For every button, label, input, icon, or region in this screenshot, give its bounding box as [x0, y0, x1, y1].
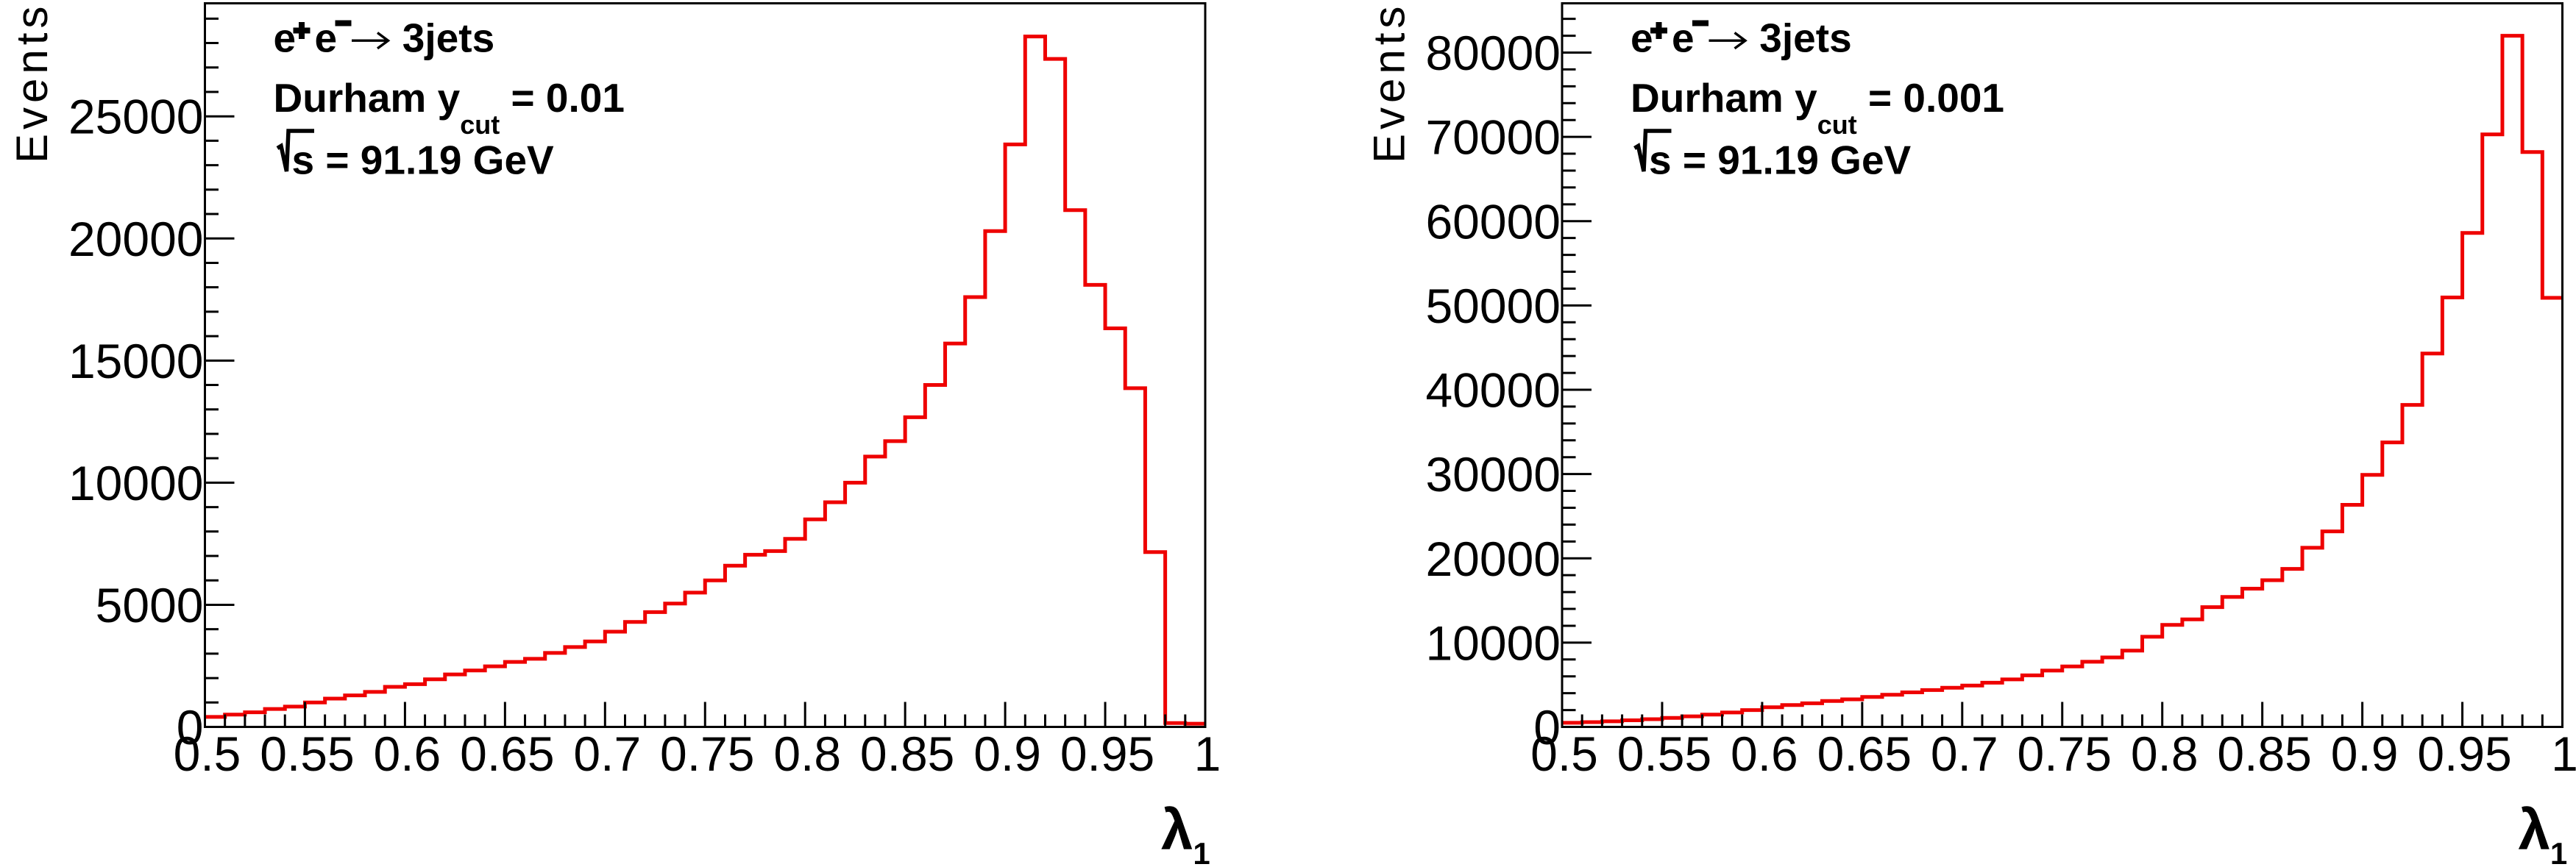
svg-text:30000: 30000: [1425, 447, 1561, 502]
svg-text:50000: 50000: [1425, 279, 1561, 333]
svg-text:e: e: [315, 15, 338, 61]
svg-text:0.65: 0.65: [460, 727, 554, 781]
svg-text:0.75: 0.75: [660, 727, 754, 781]
svg-text:e: e: [1631, 15, 1653, 61]
svg-text:s = 91.19 GeV: s = 91.19 GeV: [292, 138, 555, 183]
svg-text:3jets: 3jets: [1759, 15, 1851, 61]
svg-text:0.55: 0.55: [1617, 727, 1711, 781]
svg-text:e: e: [1672, 15, 1695, 61]
svg-text:0.5: 0.5: [1530, 727, 1598, 781]
svg-text:20000: 20000: [68, 212, 204, 266]
svg-text:0.7: 0.7: [1931, 727, 1998, 781]
svg-text:5000: 5000: [96, 578, 204, 632]
svg-text:0.9: 0.9: [2331, 727, 2399, 781]
svg-text:Events: Events: [1365, 2, 1414, 163]
svg-text:0: 0: [1533, 700, 1561, 754]
svg-text:0.6: 0.6: [1731, 727, 1798, 781]
svg-text:Events: Events: [7, 2, 57, 163]
svg-text:10000: 10000: [68, 456, 204, 510]
svg-text:0.55: 0.55: [260, 727, 354, 781]
svg-text:60000: 60000: [1425, 194, 1561, 249]
svg-text:s = 91.19 GeV: s = 91.19 GeV: [1649, 138, 1912, 183]
svg-text:0.95: 0.95: [1060, 727, 1154, 781]
svg-text:0.75: 0.75: [2018, 727, 2112, 781]
svg-text:3jets: 3jets: [402, 15, 494, 61]
svg-text:0.85: 0.85: [2217, 727, 2311, 781]
svg-text:1: 1: [2551, 727, 2576, 781]
svg-text:15000: 15000: [68, 334, 204, 388]
svg-text:1: 1: [1194, 727, 1221, 781]
svg-text:70000: 70000: [1425, 110, 1561, 165]
svg-text:0.7: 0.7: [573, 727, 641, 781]
svg-text:80000: 80000: [1425, 26, 1561, 80]
svg-text:25000: 25000: [68, 90, 204, 144]
svg-text:0.9: 0.9: [973, 727, 1041, 781]
svg-text:0.95: 0.95: [2417, 727, 2511, 781]
svg-text:e: e: [274, 15, 297, 61]
svg-text:0.8: 0.8: [2131, 727, 2199, 781]
svg-text:40000: 40000: [1425, 363, 1561, 418]
svg-text:20000: 20000: [1425, 532, 1561, 586]
svg-text:10000: 10000: [1425, 616, 1561, 670]
svg-text:0.8: 0.8: [773, 727, 841, 781]
svg-text:0.6: 0.6: [374, 727, 441, 781]
svg-text:0.85: 0.85: [860, 727, 954, 781]
svg-text:0.65: 0.65: [1817, 727, 1912, 781]
svg-text:0: 0: [177, 700, 204, 754]
svg-text:0.5: 0.5: [174, 727, 241, 781]
